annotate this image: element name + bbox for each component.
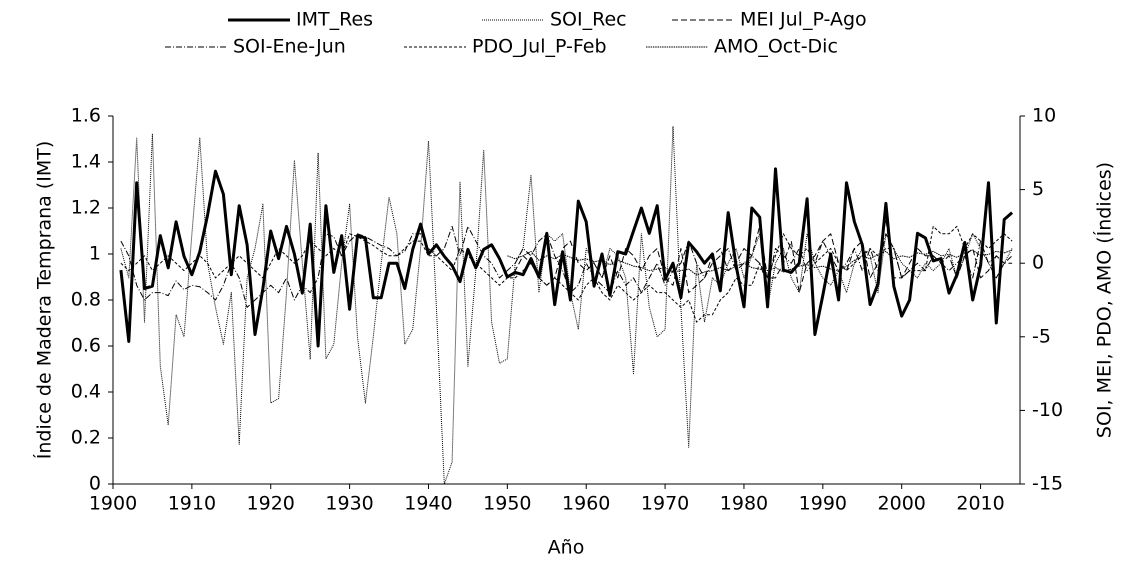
x-tick-label: 2000	[878, 493, 926, 515]
x-tick-label: 1950	[483, 493, 531, 515]
series-line	[506, 218, 1013, 294]
y2-tick-label: 5	[1032, 178, 1044, 200]
y2-tick-label: 10	[1032, 105, 1056, 127]
y-tick-label: 1.6	[71, 105, 101, 127]
y-tick-label: 0	[89, 473, 101, 495]
y2-tick-label: -5	[1032, 325, 1051, 347]
y-tick-label: 0.2	[71, 427, 101, 449]
legend-label: MEI Jul_P-Ago	[740, 9, 867, 31]
legend-label: AMO_Oct-Dic	[714, 36, 838, 58]
y2-tick-label: -10	[1032, 399, 1063, 421]
x-tick-label: 1910	[168, 493, 216, 515]
y2-axis-label: SOI, MEI, PDO, AMO (Índices)	[1093, 162, 1116, 438]
x-tick-label: 2010	[956, 493, 1004, 515]
x-tick-label: 1990	[799, 493, 847, 515]
x-tick-label: 1940	[404, 493, 452, 515]
y-tick-label: 1	[89, 243, 101, 265]
legend-label: SOI-Ene-Jun	[233, 36, 346, 58]
y-axis-label: Índice de Madera Temprana (IMT)	[33, 141, 56, 459]
y-tick-label: 0.6	[71, 335, 101, 357]
x-tick-label: 1980	[720, 493, 768, 515]
series-line	[119, 167, 1014, 348]
y2-tick-label: 0	[1032, 252, 1044, 274]
legend-label: PDO_Jul_P-Feb	[472, 36, 607, 58]
legend-label: IMT_Res	[296, 9, 373, 31]
x-tick-label: 1900	[89, 493, 137, 515]
legend-label: SOI_Rec	[550, 9, 627, 31]
y-tick-label: 0.4	[71, 381, 101, 403]
x-tick-label: 1930	[325, 493, 373, 515]
x-tick-label: 1970	[641, 493, 689, 515]
y-tick-label: 1.2	[71, 197, 101, 219]
y2-tick-label: -15	[1032, 473, 1063, 495]
x-tick-label: 1960	[562, 493, 610, 515]
series-line	[120, 125, 1013, 485]
y-tick-label: 0.8	[71, 289, 101, 311]
x-axis-label: Año	[548, 537, 585, 559]
x-tick-label: 1920	[247, 493, 295, 515]
y-tick-label: 1.4	[71, 151, 101, 173]
